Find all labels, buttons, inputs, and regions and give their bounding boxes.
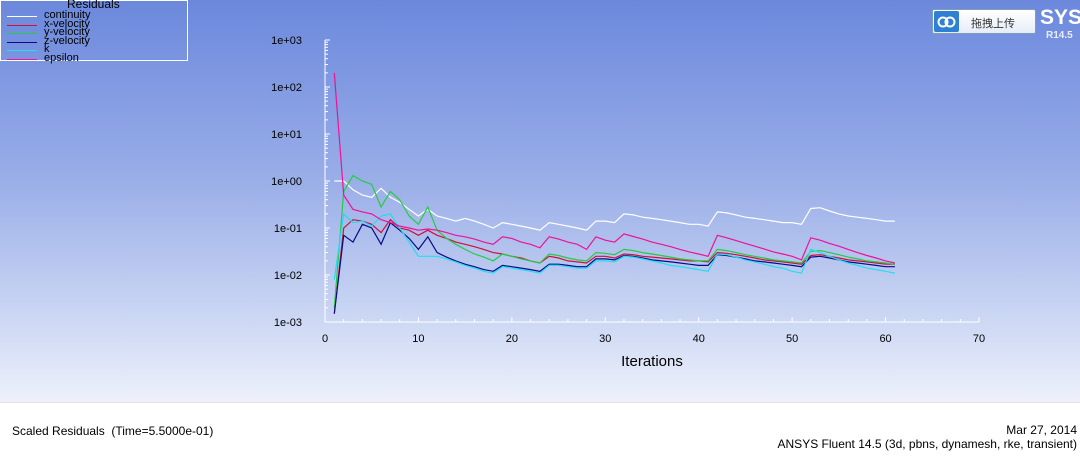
y-tick-label: 1e-02 [274, 270, 302, 282]
series-line-y-velocity [333, 174, 895, 308]
status-product-info: ANSYS Fluent 14.5 (3d, pbns, dynamesh, r… [777, 437, 1077, 451]
y-tick-label: 1e-03 [274, 317, 302, 329]
y-tick-label: 1e+01 [271, 129, 302, 141]
legend-swatch [7, 24, 37, 26]
status-date: Mar 27, 2014 [1006, 423, 1077, 437]
legend-label: continuity [44, 9, 91, 21]
x-tick-label: 20 [506, 333, 518, 345]
legend-label: y-velocity [44, 26, 90, 39]
residuals-chart: 0 10 20 30 40 50 60 70 1e-03 1e-02 1e-01 1e+00 1e+01… [271, 35, 985, 370]
x-tick-label: 10 [412, 333, 424, 345]
y-tick-label: 1e+02 [271, 82, 302, 94]
legend-title: Residuals [67, 0, 120, 11]
y-tick-label: 1e+03 [271, 35, 302, 47]
plot-area: 0 10 20 30 40 50 60 70 1e-03 1e-02 1e-01 1e+00 1e+01… [0, 0, 1080, 402]
legend-swatch [7, 59, 37, 60]
legend-label: epsilon [44, 52, 79, 64]
y-tick-label: 1e+00 [271, 176, 302, 188]
upload-button-label: 拖拽上传 [971, 18, 1015, 30]
x-tick-label: 0 [322, 333, 328, 345]
series-line-z-velocity [333, 221, 895, 314]
series-line-k [333, 212, 896, 280]
x-axis-title: Iterations [621, 353, 683, 370]
status-plot-info: Scaled Residuals (Time=5.5000e-01) [12, 424, 214, 438]
legend-label: z-velocity [44, 34, 90, 47]
legend-label: k [44, 43, 50, 56]
series-line-epsilon [333, 72, 896, 264]
x-tick-label: 70 [973, 333, 985, 345]
brand-version: R14.5 [1046, 30, 1073, 41]
legend-swatch [7, 50, 37, 52]
brand-logo-text: SYS [1040, 6, 1080, 29]
cloud-upload-icon [934, 11, 959, 32]
legend-swatch [7, 41, 37, 43]
legend-swatch [7, 33, 37, 35]
legend-swatch [7, 16, 37, 17]
x-tick-label: 60 [879, 333, 891, 345]
y-tick-label: 1e-01 [274, 223, 302, 235]
legend: Residuals continuity x-velocity y-velocity… [0, 0, 188, 64]
upload-button[interactable]: 拖拽上传 [932, 9, 1036, 34]
legend-label: x-velocity [44, 17, 90, 30]
status-bar: Scaled Residuals (Time=5.5000e-01) Mar 2… [0, 402, 1080, 462]
x-tick-label: 30 [599, 333, 611, 345]
series-line-x-velocity [333, 218, 895, 314]
series-line-continuity [334, 180, 895, 231]
x-tick-label: 40 [693, 333, 705, 345]
x-tick-label: 50 [786, 333, 798, 345]
